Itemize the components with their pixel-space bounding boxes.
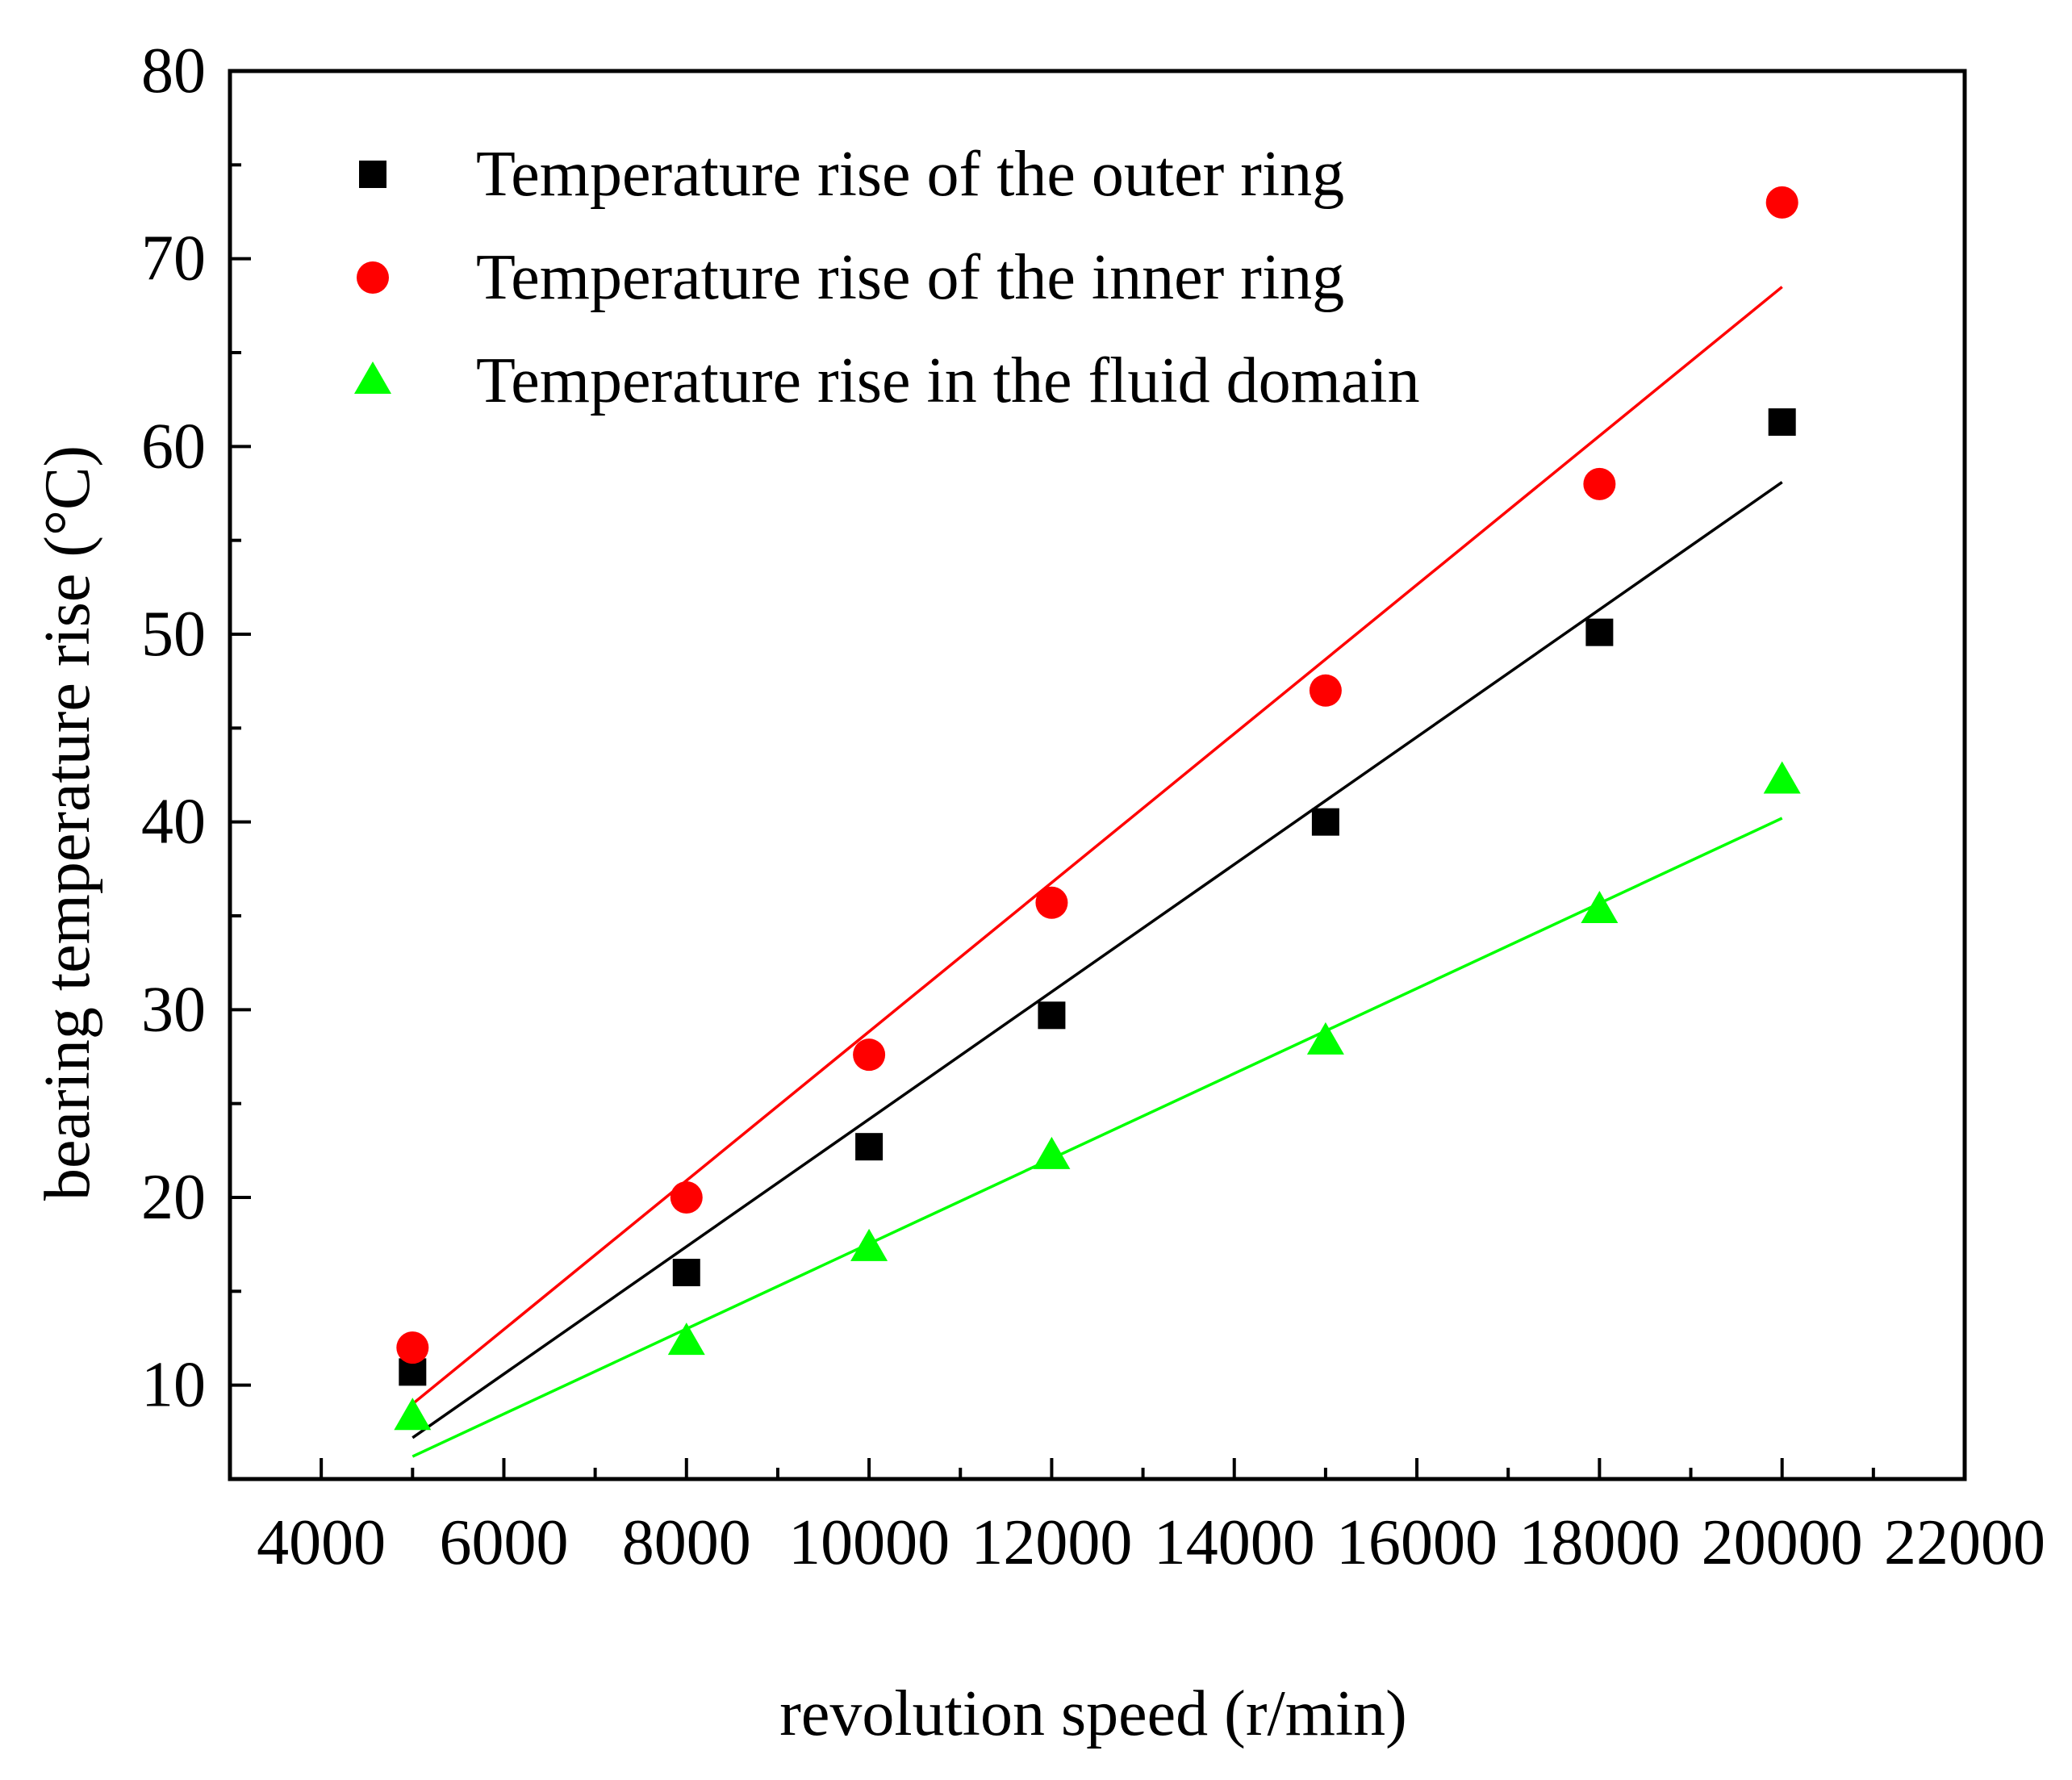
data-point-s2 — [670, 1181, 703, 1214]
y-tick-label: 50 — [141, 599, 206, 670]
legend-marker-1 — [359, 161, 386, 188]
y-tick-label: 10 — [141, 1350, 206, 1421]
data-point-s1 — [855, 1133, 884, 1161]
legend-label-3: Temperature rise in the fluid domain — [476, 345, 1420, 416]
y-tick-label: 30 — [141, 974, 206, 1045]
data-point-s2 — [1035, 886, 1068, 919]
y-tick-label: 60 — [141, 411, 206, 482]
x-tick-label: 18000 — [1518, 1507, 1680, 1578]
x-tick-label: 14000 — [1154, 1507, 1315, 1578]
x-tick-label: 22000 — [1884, 1507, 2045, 1578]
data-point-s2 — [1583, 467, 1616, 500]
data-point-s2 — [1309, 674, 1342, 707]
data-point-s1 — [672, 1259, 700, 1287]
fit-line-3 — [411, 817, 1783, 1458]
y-tick-label: 70 — [141, 224, 206, 295]
data-point-s3 — [667, 1322, 705, 1356]
x-tick-label: 12000 — [971, 1507, 1132, 1578]
data-point-s1 — [1038, 1001, 1066, 1030]
legend: Temperature rise of the outer ring Temper… — [354, 139, 1420, 416]
x-axis-title: revolution speed (r/min) — [779, 1678, 1407, 1749]
data-point-s1 — [1768, 408, 1796, 437]
x-tick-label: 8000 — [622, 1507, 751, 1578]
y-axis-title: bearing temperature rise (°C) — [32, 445, 103, 1201]
legend-label-1: Temperature rise of the outer ring — [476, 139, 1344, 210]
x-tick-label: 6000 — [439, 1507, 568, 1578]
y-tick-label: 40 — [141, 787, 206, 858]
x-tick-label: 10000 — [788, 1507, 950, 1578]
data-point-s3 — [1763, 761, 1801, 794]
y-tick-label: 20 — [141, 1162, 206, 1233]
data-point-s3 — [850, 1228, 888, 1261]
legend-marker-3 — [354, 361, 391, 394]
data-point-s3 — [1581, 891, 1619, 924]
legend-label-2: Temperature rise of the inner ring — [476, 242, 1344, 313]
x-tick-label: 4000 — [257, 1507, 386, 1578]
x-tick-label: 16000 — [1336, 1507, 1498, 1578]
data-point-s2 — [853, 1038, 886, 1072]
data-point-s1 — [1585, 618, 1614, 646]
fit-lines — [411, 286, 1783, 1458]
axes: 4000 6000 8000 10000 12000 14000 16000 18000 200… — [141, 36, 2045, 1578]
y-tick-label: 80 — [141, 36, 206, 107]
fit-line-2 — [411, 286, 1783, 1406]
legend-marker-2 — [357, 261, 389, 294]
data-points — [394, 186, 1801, 1431]
x-tick-label: 20000 — [1702, 1507, 1863, 1578]
fit-line-1 — [411, 481, 1783, 1439]
plot-frame — [228, 69, 1967, 1481]
data-point-s3 — [1306, 1022, 1344, 1055]
data-point-s2 — [396, 1331, 429, 1364]
data-point-s2 — [1765, 186, 1798, 219]
data-point-s1 — [1311, 808, 1339, 836]
data-point-s3 — [394, 1398, 432, 1431]
data-point-s3 — [1033, 1136, 1071, 1169]
